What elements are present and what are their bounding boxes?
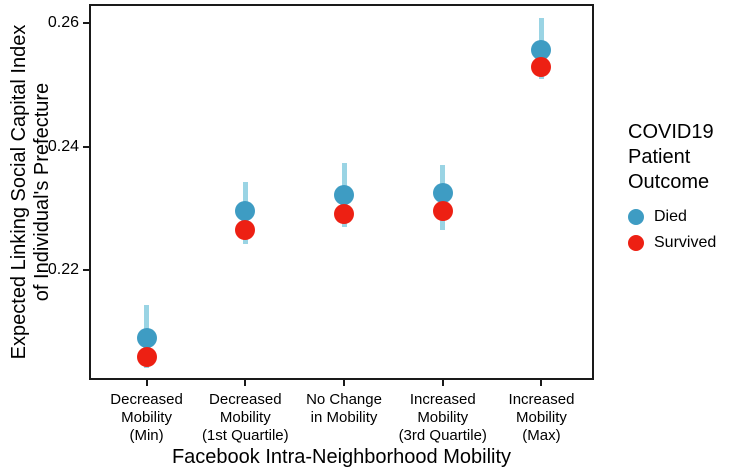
y-axis-title-line1: Expected Linking Social Capital Index — [8, 24, 30, 360]
survived-point — [334, 203, 355, 224]
died-point — [136, 328, 157, 349]
y-tick — [83, 145, 89, 148]
x-tick-label-line: Mobility — [516, 409, 567, 426]
legend-item-died: Died — [628, 204, 734, 230]
died-point — [531, 39, 552, 60]
x-tick — [343, 380, 346, 386]
legend-title-line1: COVID19 — [628, 121, 714, 143]
x-tick-label-line: in Mobility — [310, 409, 378, 426]
legend: COVID19 Patient Outcome Died Survived — [628, 120, 734, 256]
survived-point — [531, 56, 552, 77]
x-tick-label-line: No Change — [306, 391, 382, 408]
legend-label-survived: Survived — [654, 234, 717, 251]
x-tick-label-line: (3rd Quartile) — [398, 427, 487, 444]
y-tick — [83, 269, 89, 272]
x-tick-label-line: Increased — [409, 391, 476, 408]
legend-items: Died Survived — [628, 204, 734, 256]
died-marker-icon — [628, 209, 644, 225]
x-tick-label-line: (Min) — [129, 427, 164, 444]
x-tick — [145, 380, 148, 386]
x-tick-label-line: (Max) — [522, 427, 561, 444]
x-tick-label-line: Mobility — [417, 409, 469, 426]
y-axis-title: Expected Linking Social Capital Index of… — [8, 4, 56, 380]
x-tick-label: Decreased Mobility (Min) — [98, 391, 196, 445]
legend-title-line2: Patient — [628, 146, 691, 168]
died-point — [334, 185, 355, 206]
x-tick — [441, 380, 444, 386]
y-tick-label: 0.24 — [47, 137, 79, 155]
x-tick-label: Decreased Mobility (1st Quartile) — [196, 391, 294, 445]
survived-marker-icon — [628, 235, 644, 251]
survived-point — [432, 200, 453, 221]
x-tick-label: Increased Mobility (3rd Quartile) — [394, 391, 492, 445]
x-tick-label-line: Increased — [508, 391, 575, 408]
y-tick — [83, 22, 89, 25]
legend-item-survived: Survived — [628, 230, 734, 256]
died-point — [432, 182, 453, 203]
x-tick-label-line: Mobility — [121, 409, 172, 426]
x-axis-title: Facebook Intra-Neighborhood Mobility — [171, 446, 512, 468]
x-tick-label-line: Decreased — [110, 391, 183, 408]
x-tick-label-line: Decreased — [209, 391, 282, 408]
y-tick-label: 0.22 — [47, 261, 79, 279]
survived-point — [235, 219, 256, 240]
survived-point — [136, 346, 157, 367]
y-axis-title-line2: of Individual's Prefecture — [31, 82, 53, 302]
x-tick-label: No Change in Mobility — [295, 391, 393, 427]
x-tick — [244, 380, 247, 386]
legend-title: COVID19 Patient Outcome — [628, 120, 734, 195]
x-tick-label: Increased Mobility (Max) — [492, 391, 590, 445]
x-tick-label-line: Mobility — [219, 409, 271, 426]
legend-label-died: Died — [654, 208, 687, 225]
x-tick — [540, 380, 543, 386]
y-tick-label: 0.26 — [47, 14, 79, 32]
died-point — [235, 201, 256, 222]
x-tick-label-line: (1st Quartile) — [201, 427, 289, 444]
legend-title-line3: Outcome — [628, 171, 710, 193]
